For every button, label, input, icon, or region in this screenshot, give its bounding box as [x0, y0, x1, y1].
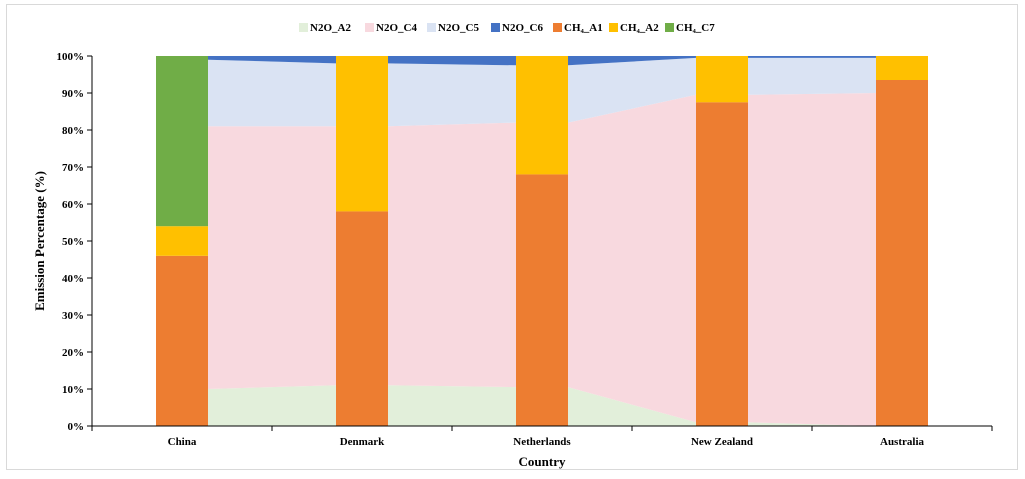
- bar-china-ch-a1: [156, 255, 208, 426]
- y-tick-label: 10%: [62, 384, 84, 396]
- y-tick-label: 40%: [62, 273, 84, 285]
- legend-item: CH₄_A2: [609, 22, 659, 34]
- y-tick-label: 60%: [62, 199, 84, 211]
- legend-label: N2O_C4: [376, 22, 417, 34]
- legend-item: N2O_C4: [365, 22, 417, 34]
- legend-swatch: [299, 23, 308, 32]
- legend-label: CH₄_A1: [564, 22, 603, 34]
- legend-label: N2O_C6: [502, 22, 543, 34]
- bar-layer: [156, 56, 928, 427]
- y-axis-title: Emission Percentage (%): [32, 171, 47, 311]
- bar-denmark-ch-a1: [336, 211, 388, 426]
- legend-swatch: [427, 23, 436, 32]
- y-tick-label: 90%: [62, 88, 84, 100]
- legend-swatch: [609, 23, 618, 32]
- y-tick-label: 30%: [62, 310, 84, 322]
- bar-australia-ch-a1: [876, 80, 928, 426]
- legend: N2O_A2 N2O_C4 N2O_C5 N2O_C6 CH₄_A1 CH₄_A2 CH₄_…: [299, 22, 715, 34]
- bar-netherlands-ch-a2: [516, 56, 568, 175]
- x-tick-label: Denmark: [340, 436, 385, 448]
- y-tick-label: 50%: [62, 236, 84, 248]
- bar-australia-ch-a2: [876, 56, 928, 80]
- x-tick-layer: China Denmark Netherlands New Zealand Austra…: [91, 426, 993, 448]
- x-tick-label: New Zealand: [691, 436, 753, 448]
- y-tick-label: 100%: [57, 51, 85, 63]
- bar-new-zealand-ch-a2: [696, 56, 748, 103]
- legend-item: CH₄_A1: [553, 22, 603, 34]
- bar-netherlands-ch-a1: [516, 174, 568, 426]
- legend-swatch: [553, 23, 562, 32]
- x-tick-label: Australia: [880, 436, 925, 448]
- bar-denmark-ch-a2: [336, 56, 388, 212]
- legend-item: N2O_C6: [491, 22, 543, 34]
- y-tick-label: 70%: [62, 162, 84, 174]
- legend-swatch: [365, 23, 374, 32]
- bar-new-zealand-ch-a1: [696, 102, 748, 427]
- legend-label: N2O_C5: [438, 22, 479, 34]
- y-tick-label: 80%: [62, 125, 84, 137]
- legend-item: N2O_C5: [427, 22, 479, 34]
- legend-swatch: [665, 23, 674, 32]
- y-tick-layer: 0% 10% 20% 30% 40% 50% 60% 70% 80% 90% 100%: [57, 51, 92, 433]
- legend-item: CH₄_C7: [665, 22, 715, 34]
- legend-label: CH₄_A2: [620, 22, 659, 34]
- x-tick-label: Netherlands: [513, 436, 571, 448]
- legend-item: N2O_A2: [299, 22, 351, 34]
- x-tick-label: China: [168, 436, 197, 448]
- x-axis-title: Country: [519, 454, 566, 469]
- legend-label: N2O_A2: [310, 22, 351, 34]
- y-tick-label: 0%: [68, 421, 85, 433]
- bar-china-ch-a2: [156, 226, 208, 256]
- legend-label: CH₄_C7: [676, 22, 715, 34]
- legend-swatch: [491, 23, 500, 32]
- bar-china-ch-c7: [156, 56, 208, 227]
- y-tick-label: 20%: [62, 347, 84, 359]
